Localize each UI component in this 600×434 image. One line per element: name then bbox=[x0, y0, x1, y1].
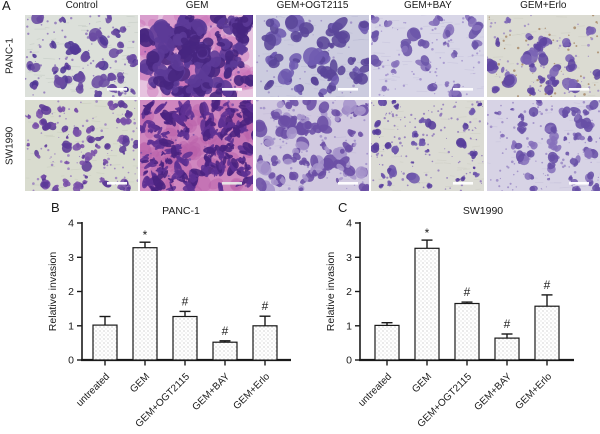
micrograph-tile-sw1990-bay bbox=[371, 100, 485, 191]
panel-b-letter: B bbox=[51, 200, 60, 215]
bar-gem bbox=[132, 247, 158, 361]
bar-gem-ogt2115 bbox=[454, 302, 480, 361]
micrograph-tile-panc1-ogt2115 bbox=[255, 15, 369, 97]
micrograph-image-panc1-ogt2115 bbox=[255, 15, 369, 97]
micrograph-tile-sw1990-control bbox=[25, 100, 138, 191]
micrograph-image-panc1-erlo bbox=[486, 15, 600, 97]
bar-gem bbox=[414, 247, 440, 361]
bar-untreated bbox=[374, 324, 400, 361]
significance-marker: # bbox=[504, 317, 511, 331]
micrograph-tile-sw1990-gem bbox=[140, 100, 254, 191]
bar-gem-bay bbox=[212, 341, 238, 361]
y-tick-label: 1 bbox=[346, 320, 352, 332]
column-header-gem-ogt2115: GEM+OGT2115 bbox=[276, 0, 349, 11]
y-tick-label: 3 bbox=[346, 252, 352, 264]
scale-bar bbox=[222, 88, 243, 91]
row-label-panc-1: PANC-1 bbox=[4, 38, 16, 74]
bar-chart-panc1: PANC-1 0 1 2 3 4 Relative invasion untreated * GE… bbox=[35, 198, 305, 434]
x-tick-label-gem: GEM bbox=[410, 371, 434, 395]
scale-bar bbox=[453, 182, 474, 185]
bar-gem-bay bbox=[494, 337, 520, 361]
chart-svg-sw1990: SW1990 0 1 2 3 4 Relative invasion untreated * GE… bbox=[325, 205, 574, 430]
significance-marker: # bbox=[464, 285, 471, 299]
column-header-gem-bay: GEM+BAY bbox=[403, 0, 452, 11]
x-tick-label-gem: GEM bbox=[128, 371, 152, 395]
scale-bar bbox=[568, 88, 589, 91]
bar-gem-erlo bbox=[534, 305, 560, 361]
x-tick-label-gem-erlo: GEM+Erlo bbox=[514, 371, 555, 412]
micrograph-image-sw1990-bay bbox=[371, 100, 485, 191]
bar-chart-sw1990: SW1990 0 1 2 3 4 Relative invasion untreated * GE… bbox=[322, 198, 592, 434]
y-tick-label: 0 bbox=[68, 355, 74, 367]
bar-gem-ogt2115 bbox=[172, 315, 198, 361]
scale-bar bbox=[107, 88, 127, 91]
micrograph-image-sw1990-ogt2115 bbox=[255, 100, 369, 191]
row-label-sw1990: SW1990 bbox=[4, 126, 16, 165]
significance-marker: # bbox=[544, 278, 551, 292]
scale-bar bbox=[337, 88, 358, 91]
y-tick-label: 3 bbox=[68, 252, 74, 264]
micrograph-tile-panc1-bay bbox=[371, 15, 485, 97]
x-tick-label-gem-bay: GEM+BAY bbox=[190, 371, 232, 413]
significance-marker: * bbox=[143, 228, 148, 242]
y-tick-label: 2 bbox=[346, 286, 352, 298]
scale-bar bbox=[222, 182, 243, 185]
y-tick-label: 4 bbox=[68, 218, 74, 230]
chart-svg-panc-1: PANC-1 0 1 2 3 4 Relative invasion untreated * GE… bbox=[47, 205, 291, 430]
column-header-gem-erlo: GEM+Erlo bbox=[520, 0, 567, 11]
panel-a-letter: A bbox=[2, 0, 11, 13]
micrograph-tile-sw1990-ogt2115 bbox=[255, 100, 369, 191]
panel-c-letter: C bbox=[338, 200, 348, 215]
micrograph-image-sw1990-control bbox=[25, 100, 138, 191]
micrograph-tile-sw1990-erlo bbox=[486, 100, 600, 191]
scale-bar bbox=[107, 182, 127, 185]
micrograph-tile-panc1-gem bbox=[140, 15, 254, 97]
scale-bar bbox=[337, 182, 358, 185]
micrograph-image-panc1-gem bbox=[140, 15, 254, 97]
bar-gem-erlo bbox=[252, 325, 278, 361]
y-tick-label: 2 bbox=[68, 286, 74, 298]
x-tick-label-gem-bay: GEM+BAY bbox=[472, 371, 514, 413]
x-tick-label-untreated: untreated bbox=[356, 371, 394, 409]
bar-untreated bbox=[92, 324, 118, 361]
y-tick-label: 1 bbox=[68, 320, 74, 332]
significance-marker: # bbox=[262, 299, 269, 313]
y-axis-label: Relative invasion bbox=[325, 252, 337, 332]
y-tick-label: 0 bbox=[346, 355, 352, 367]
y-tick-label: 4 bbox=[346, 218, 352, 230]
column-header-control: Control bbox=[65, 0, 98, 11]
scale-bar bbox=[453, 88, 474, 91]
micrograph-tile-panc1-erlo bbox=[486, 15, 600, 97]
significance-marker: # bbox=[182, 294, 189, 308]
micrograph-grid bbox=[25, 15, 600, 191]
significance-marker: # bbox=[222, 324, 229, 338]
micrograph-image-sw1990-gem bbox=[140, 100, 254, 191]
scale-bar bbox=[568, 182, 589, 185]
column-header-gem: GEM bbox=[185, 0, 209, 11]
significance-marker: * bbox=[425, 226, 430, 240]
micrograph-image-panc1-control bbox=[25, 15, 138, 97]
x-tick-label-untreated: untreated bbox=[74, 371, 112, 409]
x-tick-label-gem-erlo: GEM+Erlo bbox=[232, 371, 273, 412]
micrograph-tile-panc1-control bbox=[25, 15, 138, 97]
micrograph-image-sw1990-erlo bbox=[486, 100, 600, 191]
chart-title: SW1990 bbox=[463, 205, 503, 217]
chart-title: PANC-1 bbox=[162, 205, 200, 217]
y-axis-label: Relative invasion bbox=[47, 252, 59, 332]
micrograph-image-panc1-bay bbox=[371, 15, 485, 97]
